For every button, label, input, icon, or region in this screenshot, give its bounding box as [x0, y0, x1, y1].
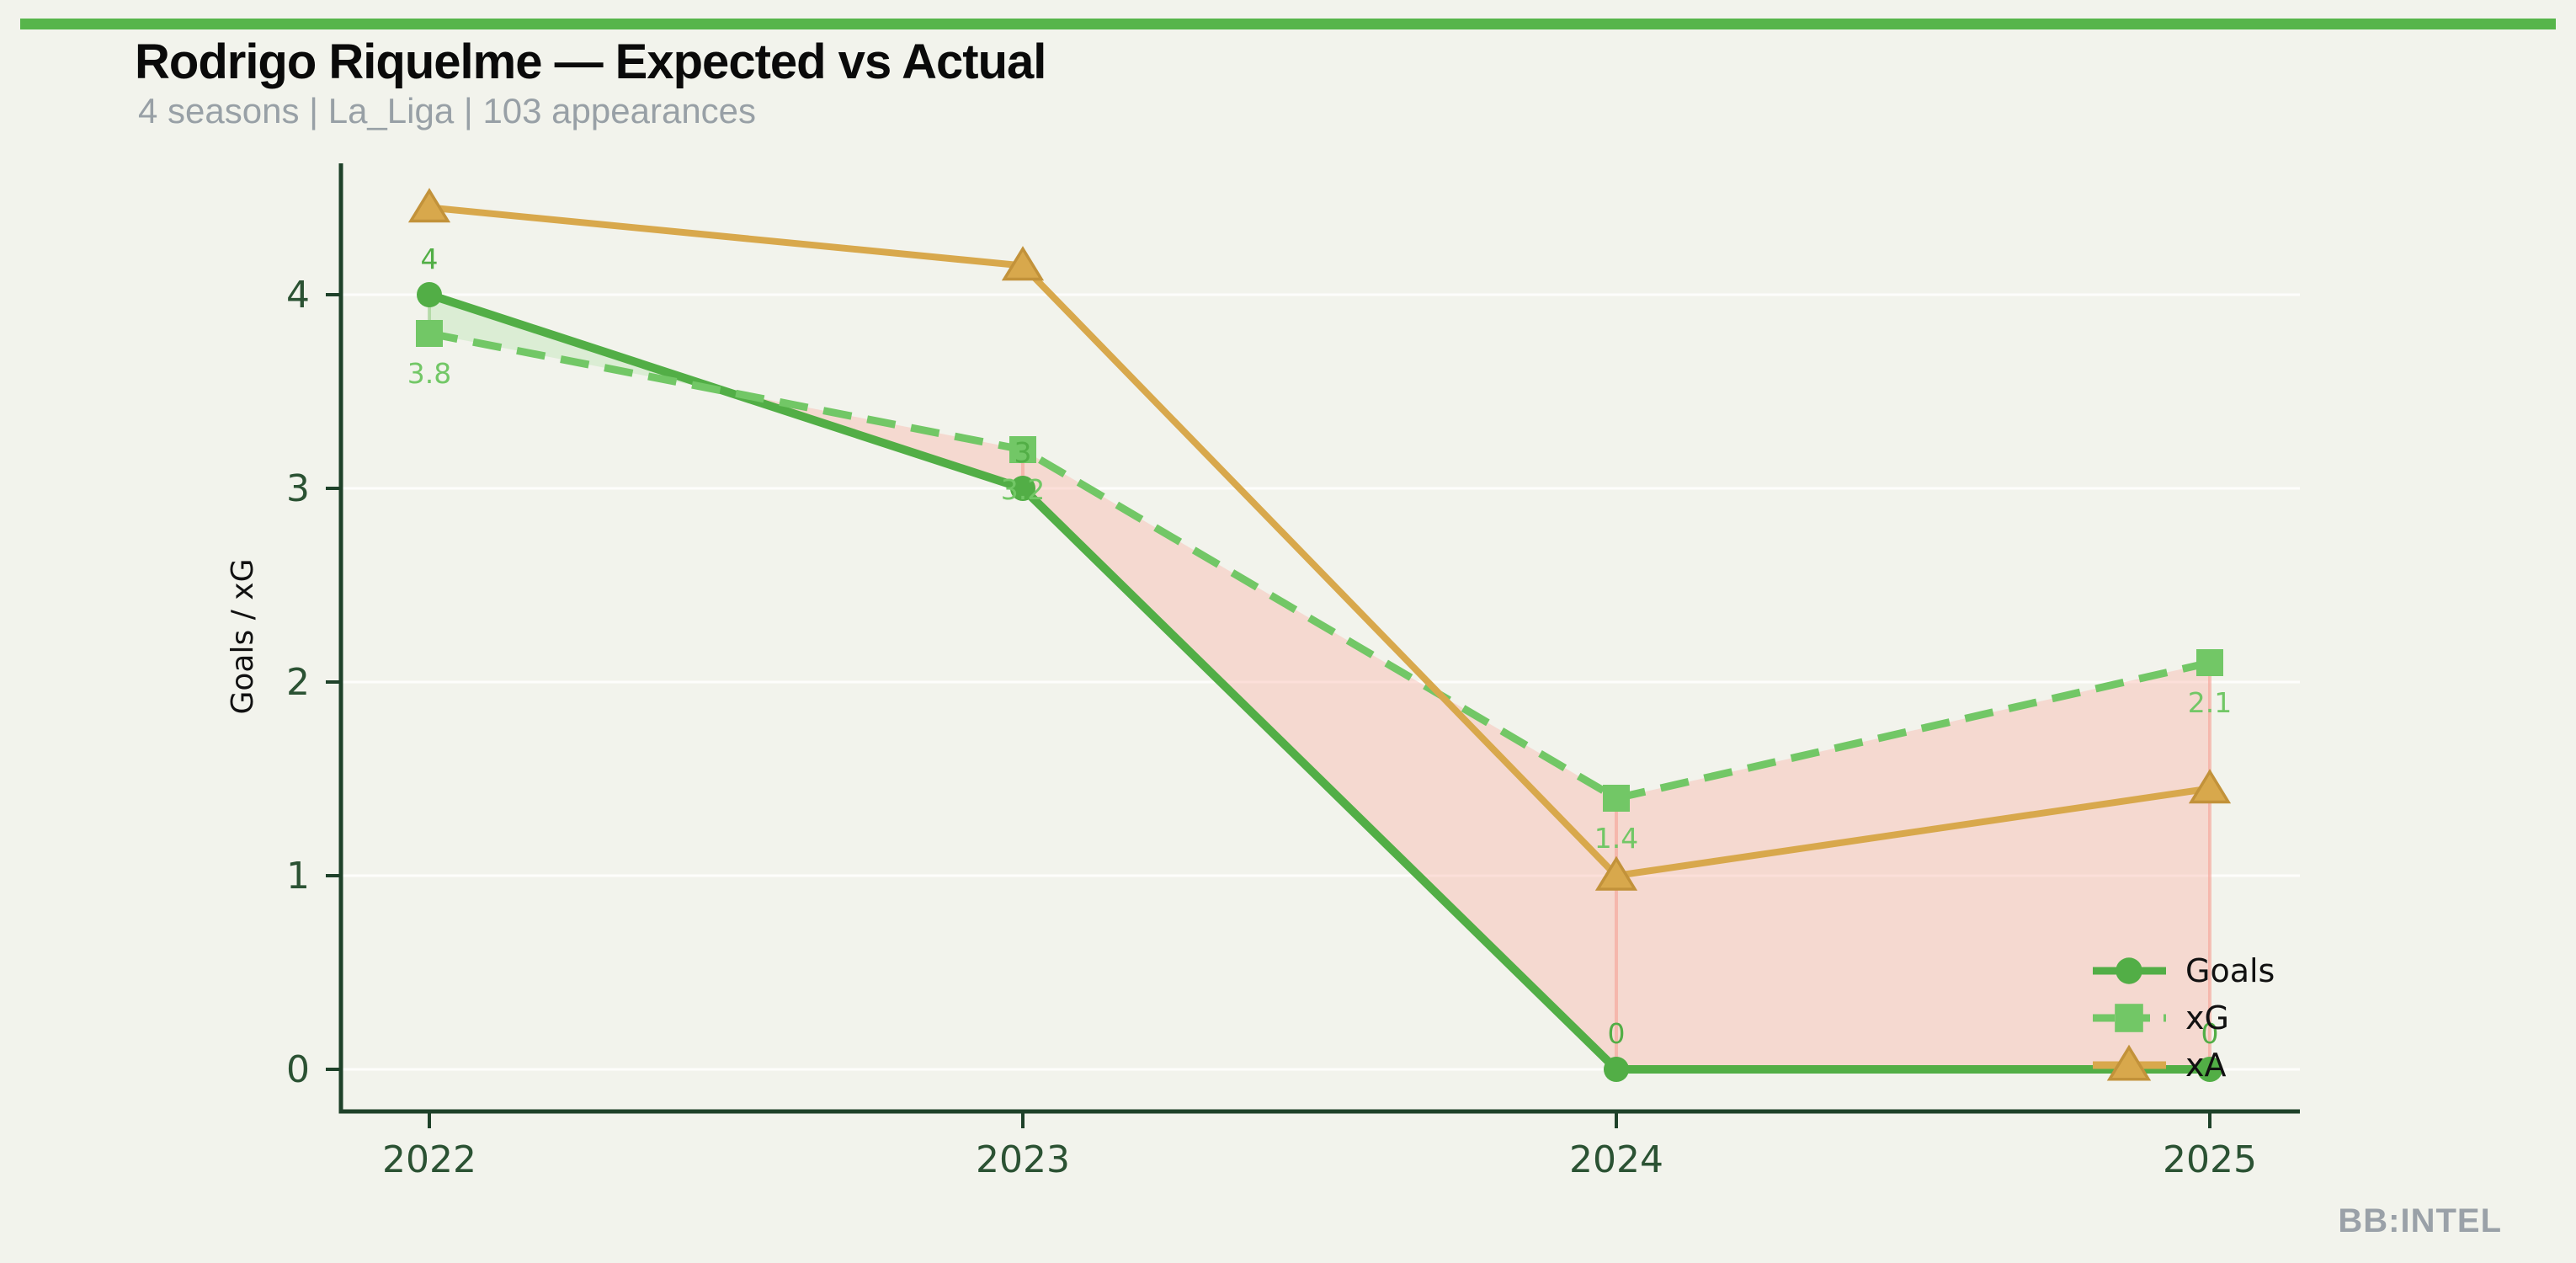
goals-point-marker — [1604, 1057, 1629, 1082]
y-tick-label: 4 — [286, 274, 310, 317]
y-tick-label: 0 — [286, 1048, 310, 1091]
accent-top-bar — [20, 19, 2556, 29]
legend-item-xg: xG — [2093, 999, 2229, 1037]
xa-point-marker — [2106, 1044, 2152, 1081]
chart-subtitle: 4 seasons | La_Liga | 103 appearances — [138, 91, 757, 131]
goals-value-label: 4 — [421, 242, 439, 275]
xg-value-label: 3.2 — [1001, 473, 1045, 506]
x-tick-label: 2024 — [1569, 1138, 1663, 1181]
goals-value-label: 0 — [1608, 1017, 1626, 1050]
legend-label: Goals — [2185, 952, 2275, 989]
y-tick-label: 3 — [286, 467, 310, 510]
xa-point-marker — [1594, 855, 1638, 891]
xa-point-marker — [1001, 246, 1045, 281]
legend-item-xa: xA — [2093, 1044, 2226, 1084]
y-tick-label: 1 — [286, 855, 310, 898]
value-labels-xg: 3.8 3.2 1.4 2.1 — [407, 357, 2232, 855]
chart-title: Rodrigo Riquelme — Expected vs Actual — [135, 35, 1046, 89]
goals-point-marker — [2197, 1057, 2222, 1082]
axes: 2022 2023 2024 2025 0 1 2 3 4 Goals / xG — [226, 163, 2300, 1181]
y-tick-label: 2 — [286, 661, 310, 704]
xg-point-marker — [1603, 785, 1630, 812]
goals-value-label: 0 — [2201, 1017, 2219, 1050]
goals-line — [425, 290, 2214, 1074]
goals-point-marker — [2116, 957, 2142, 984]
series-markers-xa — [407, 188, 2232, 891]
xg-value-label: 3.8 — [407, 357, 451, 390]
series-line-goals — [425, 290, 2214, 1074]
axis-spines — [338, 163, 2300, 1114]
legend-item-goals: Goals — [2093, 952, 2275, 989]
x-tick-label: 2025 — [2163, 1138, 2257, 1181]
x-tick-label: 2022 — [382, 1138, 476, 1181]
series-markers-goals — [417, 282, 2222, 1082]
watermark-logo: BB:INTEL — [2338, 1202, 2502, 1239]
xg-point-marker — [1009, 436, 1036, 463]
xg-value-label: 2.1 — [2188, 686, 2232, 719]
xg-line — [428, 329, 2211, 802]
series-line-xa — [426, 204, 2213, 879]
xa-line — [426, 204, 2213, 879]
series-line-xg — [428, 329, 2211, 802]
legend-label: xA — [2185, 1047, 2226, 1084]
legend-label: xG — [2185, 999, 2229, 1037]
series-markers-xg — [416, 320, 2223, 812]
xa-point-marker — [407, 188, 451, 223]
goals-value-label: 3 — [1014, 436, 1032, 469]
y-axis-label: Goals / xG — [226, 559, 260, 715]
goals-point-marker — [417, 282, 442, 307]
x-tick-label: 2023 — [976, 1138, 1070, 1181]
xa-point-marker — [2188, 769, 2232, 804]
goals-point-marker — [1010, 476, 1035, 501]
fill-xg-above-goals — [1023, 450, 1616, 1069]
xg-value-label: 1.4 — [1594, 822, 1638, 855]
xg-point-marker — [2196, 649, 2223, 676]
xg-point-marker — [416, 320, 443, 347]
value-labels-goals: 4 3 0 0 — [421, 242, 2219, 1050]
legend: Goals xG xA — [2093, 952, 2275, 1084]
xg-point-marker — [2115, 1004, 2143, 1032]
